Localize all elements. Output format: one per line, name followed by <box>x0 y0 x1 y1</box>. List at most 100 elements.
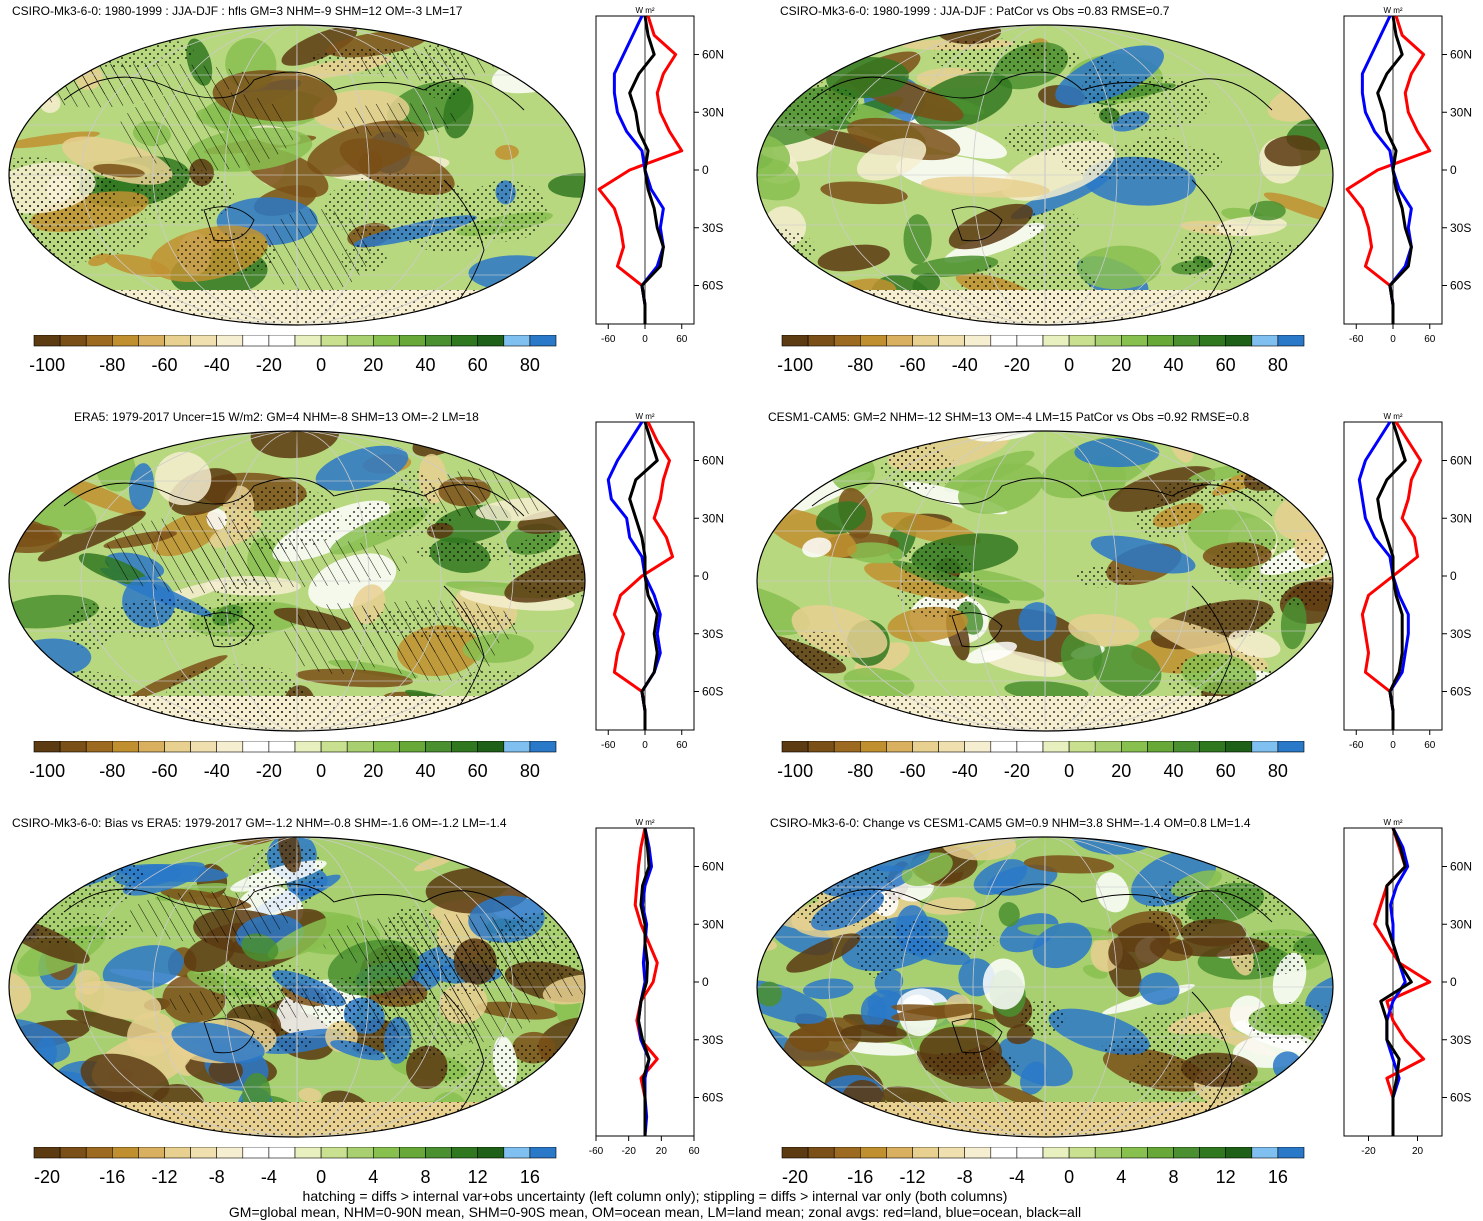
colorbar-swatch <box>372 335 400 347</box>
colorbar-tick-label: -16 <box>847 1167 873 1187</box>
coastline <box>203 612 255 648</box>
colorbar-swatch <box>33 741 61 753</box>
stippling-region <box>1209 537 1333 592</box>
field-region <box>208 1057 243 1084</box>
colorbar-swatch <box>503 335 531 347</box>
colorbar-swatch <box>451 1147 479 1159</box>
field-region <box>281 26 358 66</box>
hatching-region <box>339 599 521 653</box>
colorbar-swatch <box>85 335 113 347</box>
colorbar-tick-label: 60 <box>1216 761 1236 781</box>
colorbar-swatch <box>964 741 992 753</box>
field-region <box>757 1066 783 1119</box>
colorbar-swatch <box>1094 741 1122 753</box>
colorbar-swatch <box>912 335 939 347</box>
stippling-region <box>1158 1027 1206 1052</box>
x-tick-label: 0 <box>1390 334 1396 345</box>
panel-title-3: ERA5: 1979-2017 Uncer=15 W/m2: GM=4 NHM=… <box>74 410 479 424</box>
field-region <box>1077 245 1162 290</box>
field-region <box>62 136 173 185</box>
colorbar-tick-label: -16 <box>99 1167 125 1187</box>
unit-label: W m² <box>635 818 654 827</box>
colorbar-tick-label: -40 <box>204 355 230 375</box>
field-region <box>65 298 89 325</box>
coastline <box>63 477 525 517</box>
map-border <box>756 430 1334 732</box>
coastline <box>1191 991 1233 1113</box>
lat-tick-label: 30N <box>1450 105 1472 119</box>
colorbar-tick-label: -100 <box>778 355 813 375</box>
colorbar-swatch <box>320 335 348 347</box>
colorbar-swatch <box>85 1147 113 1159</box>
colorbar-2: -100-80-60-40-20020406080100 <box>778 335 1305 375</box>
colorbar-tick-label: 60 <box>1216 355 1236 375</box>
field-region <box>1068 613 1140 647</box>
colorbar-tick-label: -60 <box>151 355 177 375</box>
field-region <box>757 855 791 868</box>
field-region <box>1018 602 1057 642</box>
field-region <box>1244 837 1332 853</box>
coastline <box>443 179 485 301</box>
field-region <box>74 286 116 325</box>
stippling-region <box>897 563 983 618</box>
stippling-region <box>1020 1000 1066 1037</box>
field-region <box>74 980 162 1020</box>
stippling-region <box>9 660 74 728</box>
coastline <box>951 612 1003 648</box>
field-region <box>9 34 36 69</box>
stippling-region <box>28 842 144 910</box>
colorbar-swatch <box>990 335 1018 347</box>
colorbar-swatch <box>294 1147 322 1159</box>
colorbar-swatch <box>886 335 913 347</box>
panel-title-5: CSIRO-Mk3-6-0: Bias vs ERA5: 1979-2017 G… <box>12 816 507 830</box>
colorbar-tick-label: 12 <box>468 1167 488 1187</box>
lat-tick-label: 30S <box>1450 627 1471 641</box>
stippling-region <box>65 36 194 68</box>
colorbar-swatch <box>242 335 270 347</box>
colorbar-swatch <box>294 741 322 753</box>
colorbar-tick-label: 60 <box>468 355 488 375</box>
colorbar-tick-label: -20 <box>34 1167 60 1187</box>
colorbar-tick-label: -20 <box>256 355 282 375</box>
colorbar-tick-label: -100 <box>778 761 813 781</box>
map-panel-3 <box>8 430 586 732</box>
zonal-line-ocean <box>1385 827 1410 1136</box>
colorbar-tick-label: -80 <box>99 761 125 781</box>
field-region <box>412 431 540 439</box>
colorbar-swatch <box>477 335 505 347</box>
colorbar-swatch <box>372 741 400 753</box>
lat-tick-label: 60S <box>1450 1091 1471 1105</box>
graticule-meridian <box>224 837 370 1137</box>
lat-tick-label: 30S <box>702 221 723 235</box>
coastline <box>811 71 1273 111</box>
colorbar-tick-label: 0 <box>1064 355 1074 375</box>
colorbar-swatch <box>1120 335 1148 347</box>
zonal-plot-4: W m² 60N 30N 0 30S 60S -60 0 60 <box>1343 412 1472 751</box>
colorbar-tick-label: -4 <box>1009 1167 1025 1187</box>
colorbar-tick-label: -60 <box>899 761 925 781</box>
colorbar-tick-label: 40 <box>1163 355 1183 375</box>
colorbar-swatch <box>990 1147 1018 1159</box>
field-region <box>973 859 1028 895</box>
field-region <box>948 324 976 330</box>
field-region <box>9 445 102 470</box>
colorbar-swatch <box>190 335 218 347</box>
x-tick-label: -60 <box>589 1146 604 1157</box>
stippling-region <box>1196 475 1327 503</box>
colorbar-swatch <box>938 1147 966 1159</box>
field-region <box>1116 329 1171 330</box>
colorbar-4: -100-80-60-40-20020406080100 <box>778 741 1305 781</box>
x-tick-label: 60 <box>1424 740 1436 751</box>
stippling-region <box>9 670 139 718</box>
colorbar-swatch <box>1094 1147 1122 1159</box>
colorbar-tick-label: -80 <box>99 355 125 375</box>
graticule-meridian <box>1044 25 1046 325</box>
colorbar-tick-label: 12 <box>1216 1167 1236 1187</box>
field-region <box>803 978 854 1000</box>
colorbar-swatch <box>1225 335 1253 347</box>
unit-label: W m² <box>1383 818 1402 827</box>
field-region <box>1092 644 1162 697</box>
lat-tick-label: 60N <box>702 48 724 62</box>
zonal-line-ocean <box>612 15 665 324</box>
colorbar-swatch <box>268 741 296 753</box>
